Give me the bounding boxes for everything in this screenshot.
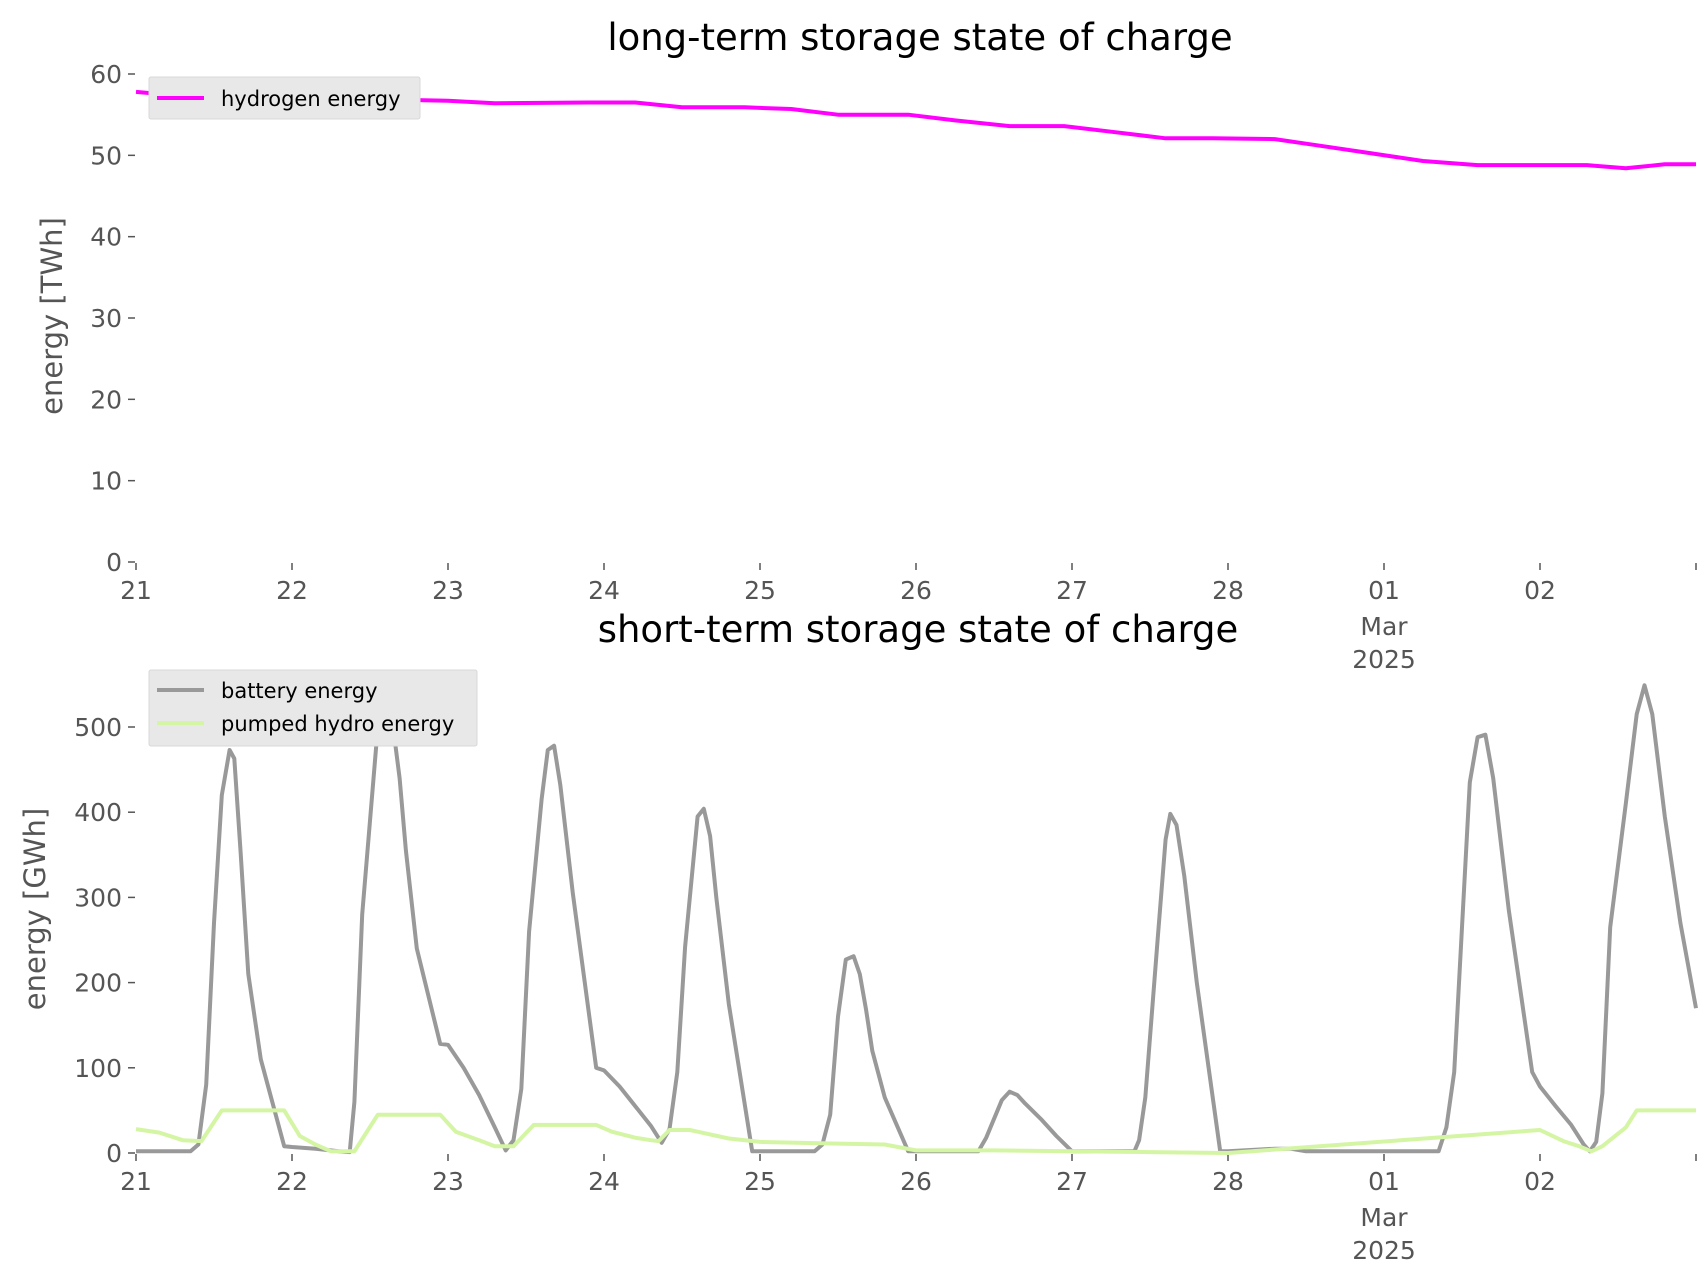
y-tick-label: 200 [74,969,122,998]
hydrogen-energy-line [135,89,1696,171]
y-tick-label: 0 [106,1139,122,1168]
x-tick-sublabel: Mar [1360,1203,1408,1232]
y-tick-label: 400 [74,798,122,827]
y-tick-label: 500 [74,713,122,742]
x-tick-sublabel: 2025 [1352,1236,1416,1265]
x-tick-label: 25 [744,576,776,605]
chart-title-short-term: short-term storage state of charge [598,608,1239,651]
legend-label-battery: battery energy [221,679,378,703]
pumped-hydro-energy-line [135,1108,1696,1155]
y-tick-label: 60 [90,60,122,89]
legend-label-pumped-hydro: pumped hydro energy [221,712,454,736]
x-tick-label: 21 [120,576,152,605]
x-tick-label: 24 [588,1167,620,1196]
x-tick-label: 02 [1524,576,1556,605]
legend-box-short-term [148,669,478,747]
x-tick-label: 25 [744,1167,776,1196]
legend-label-hydrogen: hydrogen energy [221,87,401,111]
x-tick-label: 28 [1212,576,1244,605]
x-tick-label: 26 [900,1167,932,1196]
y-tick-label: 50 [90,141,122,170]
x-tick-label: 21 [120,1167,152,1196]
y-tick-label: 0 [106,548,122,577]
x-tick-label: 01 [1368,576,1400,605]
x-tick-label: 23 [432,576,464,605]
x-tick-sublabel: Mar [1360,612,1408,641]
legend-box-long-term [148,76,421,120]
y-tick-label: 10 [90,467,122,496]
plot-area-long-term: 0 10 20 30 40 50 60 21 22 23 24 25 26 27 28 01 Mar 2025 02 [90,60,1697,674]
y-tick-label: 300 [74,883,122,912]
x-tick-sublabel: 2025 [1352,645,1416,674]
x-tick-label: 22 [276,576,308,605]
y-axis-label-short-term: energy [GWh] [18,808,52,1010]
x-tick-label: 27 [1056,576,1088,605]
x-tick-label: 27 [1056,1167,1088,1196]
x-tick-label: 26 [900,576,932,605]
y-axis-label-long-term: energy [TWh] [35,217,69,415]
chart-title-long-term: long-term storage state of charge [607,16,1232,59]
x-tick-label: 23 [432,1167,464,1196]
x-tick-label: 01 [1368,1167,1400,1196]
plot-area-short-term: 0 100 200 300 400 500 21 22 23 24 25 26 27 28 01 Mar 202… [74,683,1698,1265]
legend-short-term: battery energy pumped hydro energy [148,669,478,747]
battery-energy-line [136,683,1698,1155]
x-tick-label: 24 [588,576,620,605]
y-tick-label: 20 [90,385,122,414]
legend-long-term: hydrogen energy [148,76,421,120]
y-tick-label: 40 [90,223,122,252]
x-tick-label: 22 [276,1167,308,1196]
x-tick-label: 02 [1524,1167,1556,1196]
y-tick-label: 100 [74,1054,122,1083]
x-tick-label: 28 [1212,1167,1244,1196]
y-tick-label: 30 [90,304,122,333]
